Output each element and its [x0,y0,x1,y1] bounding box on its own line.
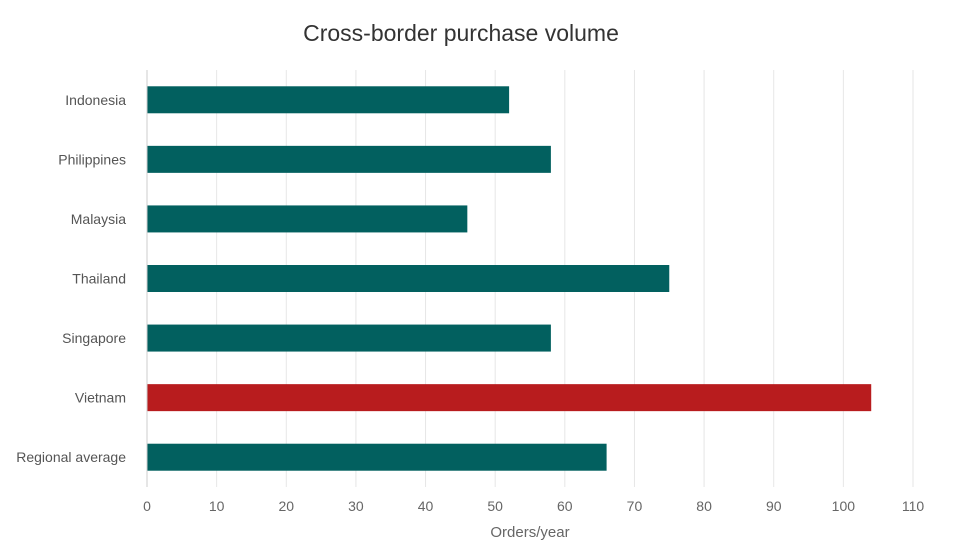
category-label: Singapore [62,330,126,346]
x-tick-label: 110 [902,498,925,514]
category-label: Malaysia [71,211,126,227]
x-tick-label: 70 [627,498,643,514]
chart-title: Cross-border purchase volume [303,20,619,46]
bar [147,145,551,173]
x-axis-title: Orders/year [490,524,569,541]
category-label: Indonesia [65,92,126,108]
bar [147,205,468,233]
x-tick-label: 0 [143,498,151,514]
x-tick-labels: 0 10 20 30 40 50 60 70 80 90 100 110 [143,498,924,514]
x-tick-label: 80 [696,498,712,514]
category-label: Vietnam [75,390,126,406]
x-tick-label: 100 [832,498,856,514]
category-label: Philippines [58,151,126,167]
x-tick-label: 50 [487,498,503,514]
category-label: Thailand [72,271,126,287]
category-label: Regional average [16,449,126,465]
x-tick-label: 90 [766,498,782,514]
x-tick-label: 40 [418,498,434,514]
bar [147,86,510,114]
bar [147,265,670,292]
x-tick-label: 20 [278,498,294,514]
x-tick-label: 60 [557,498,573,514]
bar [147,443,607,471]
x-tick-label: 30 [348,498,364,514]
x-tick-label: 10 [209,498,225,514]
bar [147,384,872,412]
bar [147,324,551,352]
bars [147,86,872,471]
category-labels: Indonesia Philippines Malaysia Thailand Sing… [16,92,126,465]
